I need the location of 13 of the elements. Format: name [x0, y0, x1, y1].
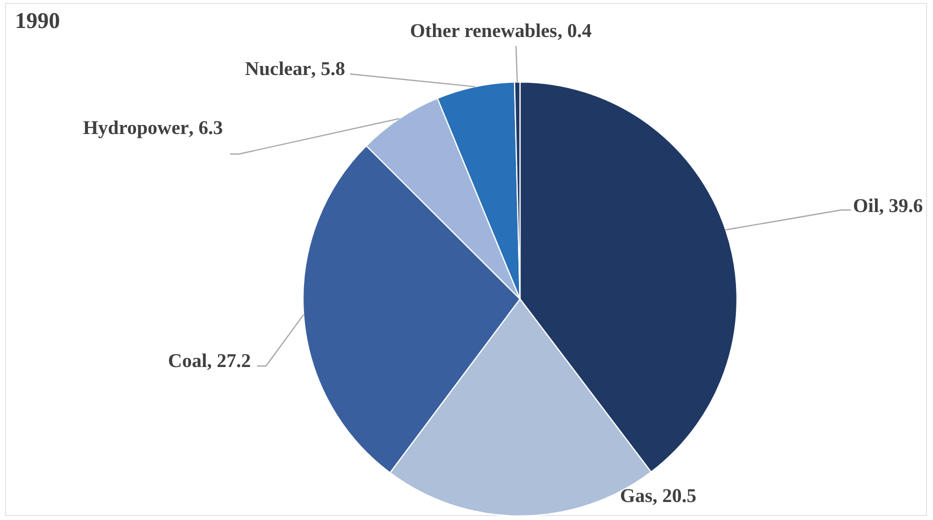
slice-label: Coal	[168, 351, 208, 372]
data-label: , 0.4	[557, 21, 592, 42]
slice-label: Nuclear	[245, 59, 312, 80]
slice-label: Gas	[620, 486, 653, 507]
data-label: , 20.5	[652, 486, 697, 507]
data-label: , 6.3	[188, 118, 224, 139]
data-label: , 27.2	[207, 351, 251, 372]
chart-title: 1990	[15, 7, 60, 34]
slice-label: Oil	[853, 196, 880, 217]
data-label: , 5.8	[311, 59, 346, 80]
slice-label: Other renewables	[410, 21, 558, 42]
slice-label: Hydropower	[83, 118, 190, 139]
data-label: , 39.6	[879, 196, 924, 217]
